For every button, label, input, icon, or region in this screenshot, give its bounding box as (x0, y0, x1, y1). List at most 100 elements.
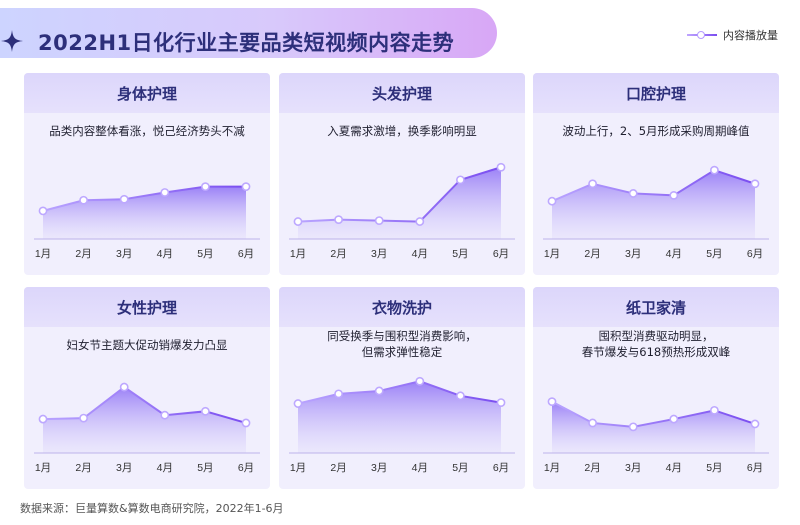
data-point (38, 414, 48, 424)
data-point (547, 196, 557, 206)
chart-panel: 1月 2月 3月 4月 5月 6月 女性护理 妇女节主题大促动销爆发力凸显 (24, 287, 270, 489)
panel-subtitle: 品类内容整体看涨，悦己经济势头不减 (49, 124, 245, 138)
source-note: 数据来源：巨量算数&算数电商研究院，2022年1-6月 (20, 502, 284, 515)
x-tick-label: 2月 (330, 248, 346, 260)
data-point (334, 389, 343, 399)
data-point (200, 406, 210, 416)
page-title: 2022H1日化行业主要品类短视频内容走势 (38, 31, 455, 55)
x-tick-label: 5月 (452, 248, 468, 260)
area-fill (298, 381, 501, 453)
data-point (119, 194, 129, 204)
data-point (374, 386, 384, 396)
panel-title: 口腔护理 (533, 73, 779, 113)
x-tick-label: 3月 (116, 462, 132, 474)
x-tick-label: 5月 (706, 462, 722, 474)
data-point (496, 398, 506, 407)
chart-panel: 1月 2月 3月 4月 5月 6月 头发护理 入夏需求激增，换季影响明显 (279, 73, 525, 275)
data-point (669, 190, 679, 200)
data-point (160, 410, 170, 420)
x-tick-label: 6月 (493, 248, 509, 260)
data-point (293, 217, 303, 226)
data-point (496, 162, 506, 172)
x-tick-label: 1月 (544, 248, 560, 260)
area-fill (552, 170, 755, 239)
x-tick-label: 4月 (666, 462, 682, 474)
panel-subtitle: 入夏需求激增，换季影响明显 (327, 124, 477, 138)
chart-panel: 1月 2月 3月 4月 5月 6月 身体护理 品类内容整体看涨，悦己经济势头不减 (24, 73, 270, 275)
data-point (293, 399, 303, 408)
line-chart: 1月 2月 3月 4月 5月 6月 (34, 182, 260, 260)
series-line (551, 400, 756, 428)
data-point (588, 179, 597, 189)
panel-title: 身体护理 (24, 73, 270, 113)
data-point (588, 418, 597, 428)
series-line (297, 166, 502, 223)
chart-panel: 1月 2月 3月 4月 5月 6月 衣物洗护 同受换季与围积型消费影响， 但需求弹性稳定 (279, 287, 525, 489)
data-point (119, 382, 129, 392)
x-tick-label: 6月 (747, 462, 763, 474)
x-tick-label: 3月 (371, 462, 387, 474)
data-point (38, 206, 48, 216)
series-line (297, 380, 502, 405)
panel-title: 头发护理 (279, 73, 525, 113)
data-point (709, 165, 719, 175)
x-tick-label: 1月 (35, 462, 51, 474)
x-tick-label: 6月 (238, 248, 254, 260)
x-tick-label: 6月 (493, 462, 509, 474)
x-tick-label: 5月 (197, 462, 213, 474)
data-point (79, 195, 88, 205)
panel-subtitle: 同受换季与围积型消费影响， 但需求弹性稳定 (327, 329, 477, 359)
x-tick-label: 3月 (625, 462, 641, 474)
line-chart: 1月 2月 3月 4月 5月 6月 (543, 165, 769, 260)
area-fill (298, 167, 501, 239)
x-tick-label: 4月 (412, 462, 428, 474)
data-point (455, 175, 465, 185)
data-point (415, 376, 425, 386)
data-point (241, 418, 251, 428)
data-point (415, 217, 425, 226)
panel-title: 衣物洗护 (279, 287, 525, 327)
x-tick-label: 2月 (584, 462, 600, 474)
x-tick-label: 2月 (75, 248, 91, 260)
chart-panel: 1月 2月 3月 4月 5月 6月 口腔护理波动上行，2、5月形成采购周期峰值 (533, 73, 779, 275)
x-tick-label: 4月 (157, 462, 173, 474)
x-tick-label: 1月 (290, 462, 306, 474)
data-point (628, 189, 638, 198)
area-fill (43, 186, 246, 239)
area-fill (43, 387, 246, 453)
panel-subtitle: 波动上行，2、5月形成采购周期峰值 (562, 124, 750, 138)
panel-title: 女性护理 (24, 287, 270, 327)
panel-subtitle: 妇女节主题大促动销爆发力凸显 (66, 338, 228, 352)
line-chart: 1月 2月 3月 4月 5月 6月 (543, 397, 769, 474)
x-tick-label: 3月 (625, 248, 641, 260)
data-point (750, 419, 760, 429)
chart-legend: 内容播放量 (687, 27, 778, 43)
series-line (551, 169, 756, 203)
x-tick-label: 4月 (666, 248, 682, 260)
x-tick-label: 6月 (747, 248, 763, 260)
panel-subtitle: 囤积型消费驱动明显， 春节爆发与618预热形成双峰 (581, 329, 731, 359)
data-point (241, 182, 251, 192)
area-fill (552, 401, 755, 453)
legend-line-icon (687, 29, 717, 41)
sparkle-icon (1, 30, 23, 52)
x-tick-label: 2月 (584, 248, 600, 260)
data-point (669, 414, 679, 424)
x-tick-label: 2月 (75, 462, 91, 474)
data-point (79, 413, 88, 423)
legend-label: 内容播放量 (723, 29, 778, 42)
x-tick-label: 3月 (116, 248, 132, 260)
line-chart: 1月 2月 3月 4月 5月 6月 (289, 162, 515, 260)
x-tick-label: 1月 (35, 248, 51, 260)
chart-panel: 1月 2月 3月 4月 5月 6月 纸卫家清 囤积型消费驱动明显， 春节爆发与618预热形成双… (533, 287, 779, 489)
data-point (160, 188, 170, 197)
x-tick-label: 1月 (544, 462, 560, 474)
panel-title: 纸卫家清 (533, 287, 779, 327)
x-tick-label: 5月 (706, 248, 722, 260)
line-chart: 1月 2月 3月 4月 5月 6月 (34, 382, 260, 474)
line-chart: 1月 2月 3月 4月 5月 6月 (289, 376, 515, 474)
series-line (42, 385, 247, 424)
data-point (547, 397, 557, 407)
series-line (42, 185, 246, 212)
data-point (628, 422, 638, 432)
